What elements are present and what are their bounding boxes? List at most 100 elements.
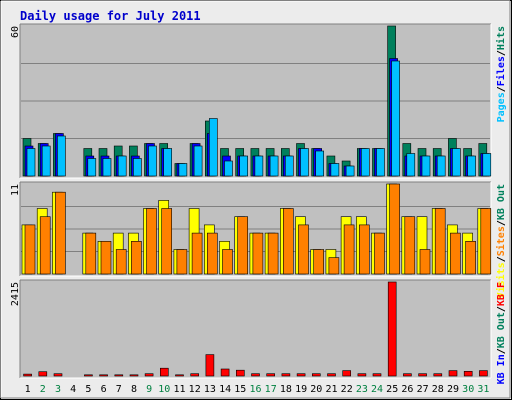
bar-kb-f-day-7 [114,374,124,377]
bar-pages-day-1 [26,148,36,177]
bar-sites-day-5 [85,232,97,275]
bar-pages-day-16 [254,155,264,177]
x-tick-label: 9 [146,384,152,395]
bar-pages-day-30 [467,155,476,177]
bar-kb-f-day-14 [220,368,230,377]
x-tick-label: 15 [234,384,246,395]
bar-sites-day-24 [374,232,385,275]
x-tick-label: 27 [417,384,429,395]
bar-sites-day-3 [55,191,66,275]
bar-kb-f-day-12 [190,373,199,377]
bar-pages-day-13 [209,118,218,177]
bar-pages-day-20 [315,150,325,177]
bar-pages-day-7 [117,155,127,177]
bar-pages-day-14 [224,160,233,177]
bar-sites-day-14 [222,249,233,275]
legend-entry: KB Out [496,184,507,220]
bar-kb-f-day-16 [251,373,260,377]
bar-pages-day-18 [284,155,294,177]
legend-entry: Pages [496,92,507,122]
bar-kb-f-day-25 [387,281,397,377]
panel-legend: Visits/Sites/KB Out [495,184,507,298]
bar-pages-day-17 [269,155,279,177]
bar-kb-f-day-11 [175,374,184,377]
legend-entry: Sites [495,226,507,256]
bar-kb-f-day-18 [281,373,291,377]
x-tick-label: 21 [325,384,337,395]
x-tick-label: 26 [401,384,413,395]
bar-sites-day-2 [39,216,51,275]
bar-sites-day-13 [207,232,218,275]
bar-kb-f-day-17 [266,373,276,377]
bar-pages-day-5 [87,158,97,177]
bar-pages-day-24 [376,148,385,177]
x-tick-label: 12 [189,384,201,395]
y-max-label: 60 [10,26,21,38]
x-tick-label: 28 [432,384,444,395]
legend-entry: / [496,256,507,262]
bar-sites-day-26 [404,216,416,275]
x-tick-label: 1 [25,384,31,395]
bar-kb-f-day-2 [38,371,48,377]
bar-kb-f-day-3 [53,373,63,377]
bar-pages-day-21 [330,163,340,177]
bar-kb-f-day-1 [23,373,32,377]
bar-pages-day-23 [360,148,370,177]
x-tick-label: 2 [40,384,46,395]
legend-entry: Visits [495,262,507,298]
bar-sites-day-6 [100,241,112,275]
bar-kb-f-day-29 [448,370,458,377]
x-tick-label: 5 [85,384,91,395]
x-tick-label: 11 [173,384,185,395]
legend-entry: KB Out [496,312,507,348]
bar-sites-day-11 [176,249,188,275]
bar-sites-day-7 [115,249,127,275]
legend-entry: / [496,220,507,226]
bar-kb-f-day-9 [144,373,154,377]
x-tick-label: 7 [116,384,122,395]
bar-sites-day-8 [131,241,142,275]
bar-sites-day-23 [358,224,370,275]
x-tick-label: 24 [371,384,383,395]
x-tick-label: 8 [131,384,137,395]
bar-kb-f-day-26 [403,373,412,377]
x-tick-label: 10 [158,384,170,395]
bar-sites-day-19 [298,224,309,275]
x-tick-label: 3 [55,384,61,395]
bar-pages-day-31 [482,153,492,177]
x-tick-label: 22 [341,384,353,395]
bar-sites-day-10 [161,208,172,275]
bar-kb-f-day-6 [99,374,108,377]
bar-kb-f-day-30 [463,370,473,377]
bar-sites-day-27 [419,249,431,275]
legend-entry: KB In [496,354,507,384]
legend-entry: / [496,348,507,354]
bar-pages-day-28 [436,155,446,177]
bar-sites-day-21 [328,257,340,275]
bar-pages-day-9 [148,145,157,177]
x-tick-label: 31 [477,384,489,395]
bar-pages-day-12 [193,145,203,177]
x-tick-label: 30 [462,384,474,395]
bar-sites-day-31 [480,208,492,275]
bar-kb-f-day-24 [372,373,382,377]
bar-pages-day-11 [178,163,188,177]
bar-kb-f-day-20 [311,373,321,377]
bar-sites-day-9 [146,208,157,275]
bar-kb-f-day-5 [84,374,93,377]
bar-kb-f-day-22 [342,370,352,377]
bar-kb-f-day-8 [129,374,139,377]
x-tick-label: 19 [295,384,307,395]
bar-kb-f-day-19 [296,373,306,377]
bar-kb-f-day-13 [205,354,215,377]
legend-entry: / [496,86,507,92]
bar-kb-f-day-10 [160,367,169,377]
bar-kb-f-day-21 [327,373,336,377]
bar-kb-f-day-23 [357,373,367,377]
bar-sites-day-1 [24,224,36,275]
panel-legend: KB In/KB Out/KB F [496,282,507,384]
